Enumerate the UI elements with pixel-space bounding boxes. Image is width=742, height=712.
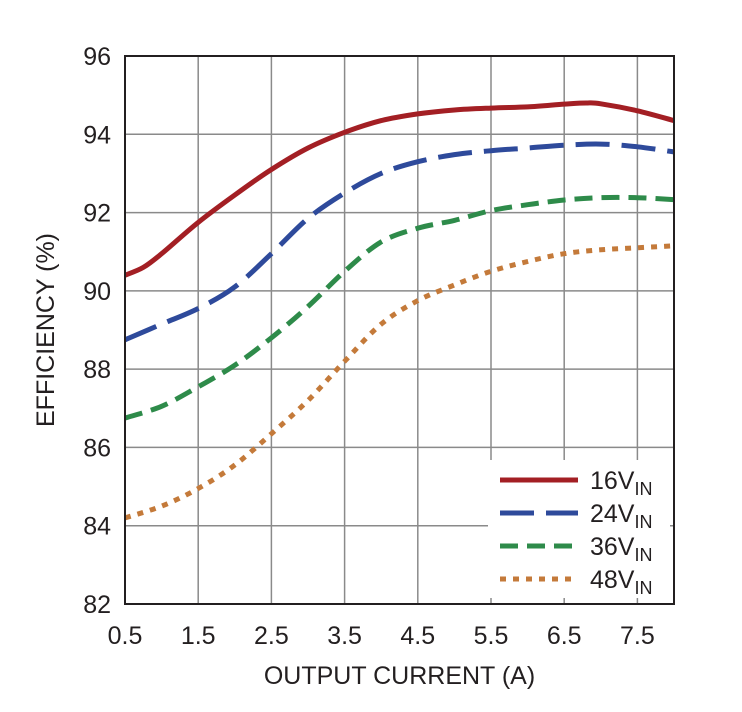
legend-label-subscript: IN: [634, 578, 652, 598]
series-layer: [124, 100, 675, 521]
legend-label-subscript: IN: [634, 512, 652, 532]
x-tick-label: 5.5: [474, 622, 509, 650]
x-tick-label: 1.5: [181, 622, 216, 650]
y-tick-label: 92: [83, 200, 111, 228]
series-line-16v: [124, 100, 675, 278]
legend-label-main: 24V: [590, 500, 635, 528]
x-tick-label: 6.5: [547, 622, 582, 650]
x-tick-label: 2.5: [254, 622, 289, 650]
legend-label-main: 36V: [590, 533, 635, 561]
y-tick-label: 84: [83, 513, 111, 541]
legend-box: [488, 460, 670, 598]
y-tick-label: 90: [83, 278, 111, 306]
plot-frame: [124, 55, 675, 605]
y-axis-label: EFFICIENCY (%): [32, 233, 60, 427]
y-tick-label: 88: [83, 356, 111, 384]
legend-label-main: 16V: [590, 467, 635, 495]
legend-label: 24VIN: [590, 500, 652, 532]
x-tick-label: 4.5: [400, 622, 435, 650]
y-tick-label: 94: [83, 121, 111, 149]
series-line-24v: [124, 141, 675, 343]
x-tick-label: 7.5: [620, 622, 655, 650]
legend-label-main: 48V: [590, 566, 635, 594]
legend-label: 16VIN: [590, 467, 652, 499]
y-tick-label: 86: [83, 434, 111, 462]
legend-label: 48VIN: [590, 566, 652, 598]
x-axis-label: OUTPUT CURRENT (A): [264, 662, 535, 690]
x-tick-labels: 0.5 1.5 2.5 3.5 4.5 5.5 6.5 7.5: [108, 622, 655, 650]
y-tick-labels: 82 84 86 88 90 92 94 96: [83, 43, 111, 619]
y-tick-label: 96: [83, 43, 111, 71]
x-tick-label: 0.5: [108, 622, 143, 650]
legend-label: 36VIN: [590, 533, 652, 565]
series-line-36v: [124, 194, 675, 421]
legend-label-subscript: IN: [634, 545, 652, 565]
y-tick-label: 82: [83, 591, 111, 619]
x-tick-label: 3.5: [327, 622, 362, 650]
legend-label-subscript: IN: [634, 479, 652, 499]
